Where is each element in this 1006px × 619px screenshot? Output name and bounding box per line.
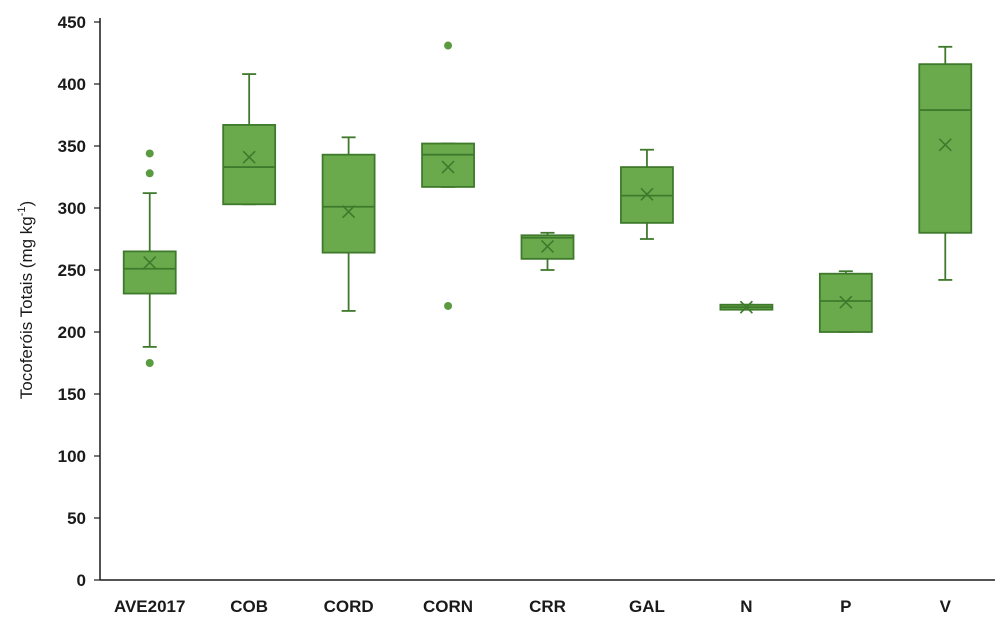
box-v xyxy=(918,45,973,281)
y-tick-label: 150 xyxy=(58,385,86,404)
y-axis-title: Tocoferóis Totais (mg kg-1) xyxy=(16,201,36,399)
mean-marker xyxy=(839,295,853,309)
mean-marker xyxy=(938,138,952,152)
box-crr xyxy=(520,231,575,271)
iqr-box xyxy=(918,63,973,234)
y-tick-label: 0 xyxy=(77,571,86,590)
outlier-point xyxy=(145,149,154,158)
box-cob xyxy=(222,73,277,206)
iqr-box xyxy=(421,142,475,188)
x-tick-label: V xyxy=(940,597,952,616)
y-tick-label: 350 xyxy=(58,137,86,156)
boxes xyxy=(122,41,973,367)
outlier-point xyxy=(444,41,453,50)
y-tick-label: 400 xyxy=(58,75,86,94)
box-gal xyxy=(620,148,674,240)
y-tick-label: 200 xyxy=(58,323,86,342)
y-ticks: 0 50 100 150 200 250 300 350 400 450 xyxy=(58,13,100,590)
y-tick-label: 100 xyxy=(58,447,86,466)
y-tick-label: 300 xyxy=(58,199,86,218)
iqr-box xyxy=(222,124,277,206)
outlier-point xyxy=(145,169,154,178)
x-tick-label: N xyxy=(740,597,752,616)
y-tick-label: 50 xyxy=(67,509,86,528)
x-tick-label: COB xyxy=(230,597,268,616)
mean-marker xyxy=(640,187,654,201)
box-corn xyxy=(421,41,475,310)
mean-marker xyxy=(143,255,157,270)
box-ave2017 xyxy=(122,149,177,367)
mean-marker xyxy=(739,300,753,314)
box-n xyxy=(719,300,774,314)
outlier-point xyxy=(145,359,154,367)
y-axis-title-text: Tocoferóis Totais (mg kg-1) xyxy=(16,201,36,399)
box-cord xyxy=(321,136,376,312)
mean-marker xyxy=(242,150,256,164)
x-tick-label: GAL xyxy=(629,597,665,616)
x-tick-label: CRR xyxy=(529,597,566,616)
axes xyxy=(99,18,995,581)
mean-marker xyxy=(441,160,455,174)
x-tick-label: P xyxy=(840,597,851,616)
mean-marker xyxy=(540,239,555,254)
mean-marker xyxy=(342,205,356,219)
x-ticks: AVE2017 COB CORD CORN CRR GAL N P V xyxy=(114,597,952,616)
iqr-box xyxy=(122,250,177,295)
iqr-box xyxy=(321,153,376,254)
outlier-point xyxy=(444,301,453,310)
x-tick-label: CORN xyxy=(423,597,473,616)
box-p xyxy=(818,270,873,333)
x-tick-label: CORD xyxy=(324,597,374,616)
y-tick-label: 450 xyxy=(58,13,86,32)
y-tick-label: 250 xyxy=(58,261,86,280)
x-tick-label: AVE2017 xyxy=(114,597,186,616)
